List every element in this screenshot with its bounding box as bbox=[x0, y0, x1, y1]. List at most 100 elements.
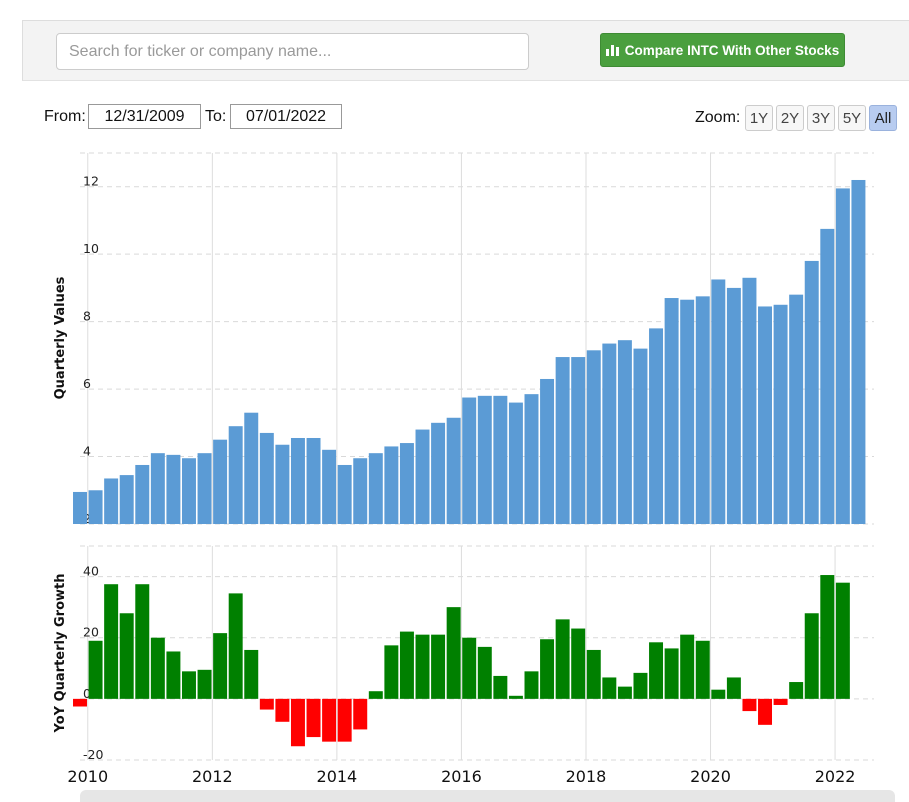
value-bar bbox=[835, 188, 850, 524]
value-bar bbox=[617, 340, 632, 524]
growth-bar bbox=[135, 584, 150, 699]
value-bar bbox=[181, 458, 196, 524]
growth-bar bbox=[711, 689, 726, 699]
growth-bar bbox=[119, 613, 134, 699]
y-tick-label: 6 bbox=[83, 376, 91, 391]
growth-bar bbox=[664, 648, 679, 699]
value-bar bbox=[384, 446, 399, 524]
value-bar bbox=[259, 432, 274, 524]
value-bar bbox=[540, 378, 555, 524]
x-tick-label: 2020 bbox=[690, 767, 731, 786]
growth-bar bbox=[244, 649, 259, 699]
value-bar bbox=[493, 395, 508, 524]
value-bar bbox=[477, 395, 492, 524]
x-tick-label: 2014 bbox=[317, 767, 358, 786]
zoom-label: Zoom: bbox=[695, 109, 741, 126]
growth-bar bbox=[540, 639, 555, 699]
growth-bar bbox=[275, 698, 290, 722]
value-bar bbox=[711, 279, 726, 524]
growth-bar bbox=[633, 672, 648, 699]
zoom-5y-button[interactable]: 5Y bbox=[838, 105, 866, 131]
growth-bar bbox=[431, 634, 446, 699]
growth-bar bbox=[399, 631, 414, 699]
growth-bar bbox=[758, 698, 773, 725]
y-tick-label: 8 bbox=[83, 309, 91, 324]
growth-bar bbox=[322, 698, 337, 742]
value-bar bbox=[664, 298, 679, 524]
zoom-1y-button[interactable]: 1Y bbox=[745, 105, 773, 131]
value-bar bbox=[166, 454, 181, 524]
growth-bar bbox=[789, 682, 804, 699]
value-bar bbox=[851, 179, 866, 524]
value-bar bbox=[524, 394, 539, 524]
growth-bar bbox=[446, 607, 461, 699]
value-bar bbox=[773, 304, 788, 524]
value-bar bbox=[353, 458, 368, 524]
x-tick-label: 2016 bbox=[441, 767, 482, 786]
y-axis-title: YoY Quarterly Growth bbox=[53, 574, 68, 734]
value-bar bbox=[571, 357, 586, 524]
zoom-3y-button[interactable]: 3Y bbox=[807, 105, 835, 131]
growth-bar bbox=[290, 698, 305, 747]
growth-bar bbox=[742, 698, 757, 712]
value-bar bbox=[337, 464, 352, 524]
growth-bar bbox=[104, 584, 119, 699]
growth-bar bbox=[680, 634, 695, 699]
value-bar bbox=[508, 402, 523, 524]
y-axis-title: Quarterly Values bbox=[53, 276, 68, 399]
y-tick-label: 12 bbox=[83, 174, 99, 189]
compare-stocks-button[interactable]: Compare INTC With Other Stocks bbox=[600, 33, 845, 67]
chart-navigator-scrollbar[interactable] bbox=[80, 790, 895, 802]
growth-bar bbox=[337, 698, 352, 742]
growth-bar bbox=[773, 698, 788, 705]
value-bar bbox=[104, 478, 119, 524]
x-tick-label: 2010 bbox=[67, 767, 108, 786]
growth-bar bbox=[368, 691, 383, 699]
growth-bar bbox=[493, 675, 508, 699]
value-bar bbox=[306, 437, 321, 524]
value-bar bbox=[73, 491, 87, 524]
zoom-2y-button[interactable]: 2Y bbox=[776, 105, 804, 131]
growth-bar bbox=[820, 575, 835, 699]
y-tick-label: 4 bbox=[83, 444, 91, 459]
growth-bar bbox=[524, 671, 539, 699]
x-tick-label: 2012 bbox=[192, 767, 233, 786]
value-bar bbox=[804, 260, 819, 524]
value-bar bbox=[446, 417, 461, 524]
value-bar bbox=[789, 294, 804, 524]
value-bar bbox=[633, 348, 648, 524]
value-bar bbox=[197, 453, 212, 524]
value-bar bbox=[135, 464, 150, 524]
value-bar bbox=[680, 299, 695, 524]
value-bar bbox=[368, 453, 383, 524]
y-tick-label: 0 bbox=[83, 686, 91, 701]
x-tick-label: 2022 bbox=[815, 767, 856, 786]
to-label: To: bbox=[205, 108, 227, 125]
growth-bar bbox=[835, 582, 850, 699]
growth-bar bbox=[695, 640, 710, 699]
growth-bar bbox=[73, 698, 87, 707]
value-bar bbox=[228, 426, 243, 524]
growth-bar bbox=[649, 642, 664, 699]
value-bar bbox=[275, 444, 290, 524]
value-bar bbox=[586, 350, 601, 524]
value-bar bbox=[213, 439, 228, 524]
value-bar bbox=[742, 277, 757, 524]
value-bar bbox=[431, 422, 446, 524]
value-bar bbox=[758, 306, 773, 524]
growth-bar bbox=[555, 619, 570, 699]
search-input[interactable] bbox=[56, 33, 529, 70]
value-bar bbox=[150, 453, 165, 524]
growth-bar bbox=[228, 593, 243, 699]
growth-bar bbox=[166, 651, 181, 699]
value-bar bbox=[695, 296, 710, 524]
y-tick-label: 10 bbox=[83, 241, 99, 256]
value-bar bbox=[322, 449, 337, 524]
value-bar bbox=[119, 475, 134, 524]
zoom-all-button[interactable]: All bbox=[869, 105, 897, 131]
from-date-input[interactable]: 12/31/2009 bbox=[88, 104, 201, 129]
value-bar bbox=[399, 443, 414, 524]
growth-bar bbox=[88, 640, 103, 699]
to-date-input[interactable]: 07/01/2022 bbox=[230, 104, 342, 129]
compare-stocks-label: Compare INTC With Other Stocks bbox=[624, 42, 840, 58]
